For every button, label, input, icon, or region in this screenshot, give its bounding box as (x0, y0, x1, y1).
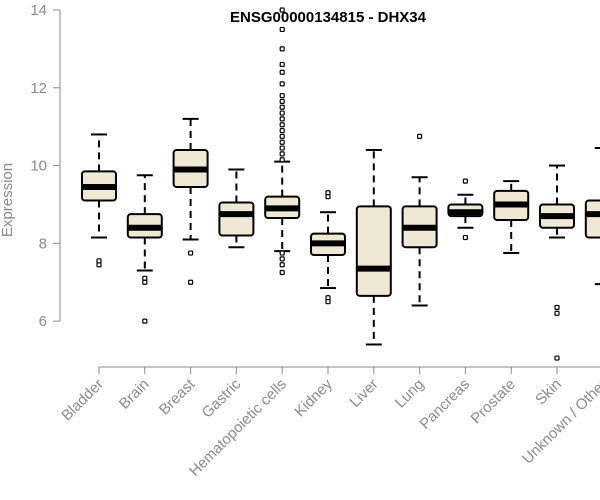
outlier-point (279, 262, 285, 268)
x-tick-label: Gastric (199, 375, 245, 421)
x-tick-label: Lung (392, 376, 428, 412)
outlier-point (279, 7, 285, 13)
outlier-point (325, 299, 331, 305)
y-tick-label: 14 (30, 2, 47, 19)
box-breast (172, 117, 209, 285)
box-pancreas (447, 178, 484, 241)
outlier-point (279, 92, 285, 99)
outlier-point (279, 81, 285, 87)
outlier-point (279, 256, 285, 262)
outlier-point (279, 127, 285, 134)
y-axis: 6 8 10 12 14 (30, 2, 61, 330)
outlier-point (188, 250, 194, 256)
outlier-point (462, 234, 468, 241)
x-tick-label: Prostate (467, 376, 519, 428)
outlier-point (96, 258, 102, 264)
outlier-point (279, 69, 285, 75)
box-bladder (81, 133, 117, 268)
x-tick-label: Pancreas (416, 376, 473, 433)
y-axis-title: Expression (0, 163, 16, 237)
box-brain (126, 174, 163, 324)
box-kidney (310, 190, 346, 305)
y-tick-label: 10 (30, 158, 47, 175)
box-prostate (493, 180, 530, 255)
box-skin (539, 164, 575, 361)
outlier-point (279, 46, 285, 52)
box-liver (355, 149, 392, 346)
outlier-point (142, 279, 148, 285)
outlier-point (554, 355, 560, 361)
outlier-point (554, 304, 560, 311)
box-iqr (355, 205, 392, 297)
outlier-point (279, 250, 285, 256)
outlier-point (279, 269, 285, 276)
y-tick-label: 12 (30, 80, 47, 97)
outlier-point (325, 194, 331, 200)
x-tick-label: Bladder (58, 376, 107, 425)
chart-title: ENSG00000134815 - DHX34 (230, 9, 427, 26)
box-hematopoietic-cells (264, 7, 301, 276)
outlier-point (279, 151, 285, 157)
box-lung (401, 133, 438, 307)
outlier-point (188, 279, 194, 285)
outlier-point (554, 310, 560, 316)
x-tick-label: Liver (347, 376, 382, 411)
box-iqr (584, 199, 600, 239)
x-tick-label: Brain (116, 376, 153, 413)
y-tick-label: 6 (39, 313, 47, 330)
outlier-point (279, 133, 285, 139)
outlier-point (279, 26, 285, 33)
x-tick-label: Kidney (291, 375, 336, 420)
outlier-point (279, 104, 285, 110)
box-iqr (218, 201, 255, 237)
outlier-point (279, 61, 285, 68)
y-tick-label: 8 (39, 235, 47, 252)
outlier-point (142, 318, 148, 324)
outlier-point (279, 157, 285, 163)
outlier-point (279, 139, 285, 145)
x-tick-label: Breast (156, 375, 199, 418)
plot-area (81, 7, 600, 361)
box-unknown-other (584, 147, 600, 286)
x-tick-label: Skin (532, 376, 565, 409)
outlier-point (279, 98, 285, 104)
outlier-point (279, 110, 285, 116)
outlier-point (279, 122, 285, 128)
outlier-point (417, 133, 423, 139)
outlier-point (279, 116, 285, 122)
box-gastric (218, 168, 255, 249)
outlier-point (279, 145, 285, 151)
outlier-point (462, 178, 468, 184)
